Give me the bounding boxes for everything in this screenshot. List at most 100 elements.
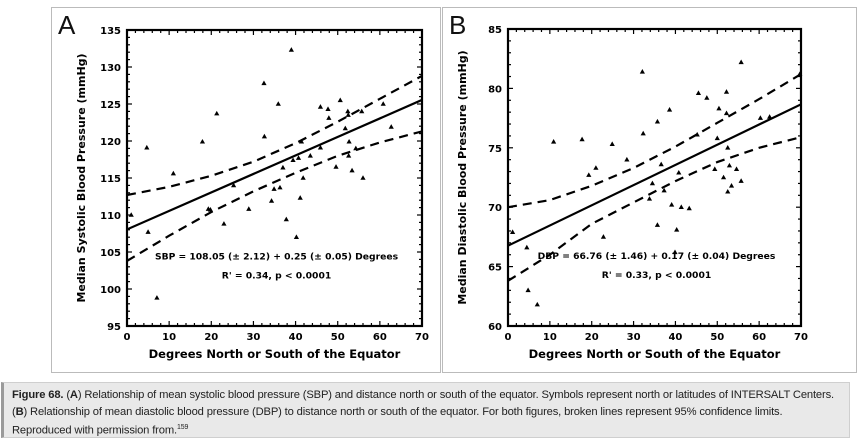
data-point	[704, 95, 710, 100]
data-point	[144, 144, 150, 150]
data-point	[646, 196, 653, 201]
data-point	[712, 166, 718, 171]
data-point	[349, 167, 355, 173]
data-point	[317, 144, 324, 150]
y-tick-label: 115	[100, 174, 121, 185]
data-point	[525, 287, 531, 293]
x-axis-label: Degrees North or South of the Equator	[529, 347, 781, 361]
caption-b-label: B	[15, 405, 24, 418]
data-point	[199, 138, 206, 144]
caption-figure-label: Figure 68.	[12, 389, 64, 401]
data-point	[346, 138, 352, 144]
data-point	[333, 164, 339, 169]
x-tick-label: 30	[246, 332, 260, 343]
data-point	[326, 115, 332, 120]
data-point	[261, 133, 267, 139]
y-tick-label: 135	[100, 26, 121, 37]
data-point	[674, 226, 680, 232]
data-point	[593, 165, 599, 170]
data-point	[325, 106, 331, 111]
x-tick-label: 70	[794, 332, 808, 343]
data-point	[609, 141, 615, 147]
data-point	[298, 138, 305, 144]
data-point	[346, 153, 352, 158]
x-tick-label: 10	[162, 332, 176, 343]
x-tick-label: 20	[585, 332, 599, 343]
x-tick-label: 50	[331, 332, 345, 343]
y-tick-label: 80	[488, 84, 502, 95]
regression-equation: DBP = 66.76 (± 1.46) + 0.17 (± 0.04) Deg…	[538, 251, 776, 262]
data-point	[170, 170, 176, 176]
y-tick-label: 85	[488, 25, 502, 36]
data-point	[261, 80, 267, 86]
data-point	[342, 125, 348, 131]
y-axis-label: Median Systolic Blood Pressure (mmHg)	[75, 53, 88, 302]
figure-caption: Figure 68. (A) Relationship of mean syst…	[1, 382, 850, 438]
data-point	[579, 136, 585, 142]
y-tick-label: 95	[107, 322, 121, 333]
plot-frame	[125, 28, 424, 328]
caption-text-1: Relationship of mean systolic blood pres…	[12, 389, 834, 418]
data-point	[231, 182, 237, 188]
regression-equation: SBP = 108.05 (± 2.12) + 0.25 (± 0.05) De…	[155, 251, 399, 262]
data-point	[678, 204, 684, 209]
data-point	[600, 234, 607, 239]
x-tick-label: 50	[710, 332, 724, 343]
chart-b: 0 10 20 30 40 50 60 70 60 65 70 75 80 85 Degrees North…	[456, 25, 808, 361]
y-tick-label: 120	[100, 137, 121, 148]
data-point	[277, 184, 283, 190]
data-point	[694, 131, 700, 137]
regression-line	[508, 103, 801, 247]
data-point	[725, 188, 731, 194]
data-point	[624, 156, 630, 162]
data-point	[275, 101, 281, 106]
caption-text-2: ) Relationship of mean diastolic blood p…	[12, 405, 783, 437]
data-point	[280, 164, 286, 170]
data-point	[288, 47, 294, 52]
data-point	[295, 155, 302, 160]
x-tick-label: 40	[668, 332, 682, 343]
y-tick-label: 100	[100, 285, 121, 296]
data-point	[716, 105, 722, 111]
data-point	[757, 115, 763, 120]
plot-frame	[506, 27, 803, 328]
caption-ref: 159	[176, 424, 189, 431]
data-point	[300, 175, 306, 180]
data-point	[658, 161, 664, 167]
chart-a: 0 10 20 30 40 50 60 70 95 100 105 110 115 120 125 130 13…	[75, 26, 429, 361]
data-point	[293, 234, 300, 239]
data-point	[551, 139, 557, 144]
panel-b-label: B	[449, 10, 467, 40]
data-point	[728, 183, 735, 188]
data-point	[797, 71, 803, 76]
data-point	[145, 229, 151, 234]
x-tick-label: 60	[373, 332, 387, 343]
data-point	[649, 180, 656, 186]
regression-stats: R' = 0.33, p < 0.0001	[602, 270, 711, 281]
data-point	[640, 130, 646, 136]
data-point	[654, 118, 661, 124]
data-point	[738, 59, 744, 65]
ci-upper-line	[127, 74, 422, 197]
data-point	[207, 207, 214, 212]
data-point	[666, 106, 673, 112]
data-point	[154, 295, 160, 300]
x-tick-label: 60	[752, 332, 766, 343]
data-point	[317, 104, 324, 109]
data-point	[534, 301, 540, 307]
data-point	[672, 249, 678, 255]
panel-a-label: A	[58, 10, 76, 40]
caption-a-label: A	[69, 389, 78, 401]
y-tick-label: 110	[100, 211, 121, 222]
y-tick-label: 70	[488, 203, 502, 214]
data-point	[714, 135, 720, 141]
data-point	[695, 90, 702, 95]
x-axis-label: Degrees North or South of the Equator	[149, 347, 401, 361]
y-tick-label: 125	[100, 100, 121, 111]
y-tick-label: 130	[100, 63, 121, 74]
data-point	[128, 212, 134, 217]
x-tick-label: 30	[627, 332, 641, 343]
data-point	[661, 187, 667, 193]
data-point	[337, 97, 343, 103]
data-point	[353, 145, 359, 151]
